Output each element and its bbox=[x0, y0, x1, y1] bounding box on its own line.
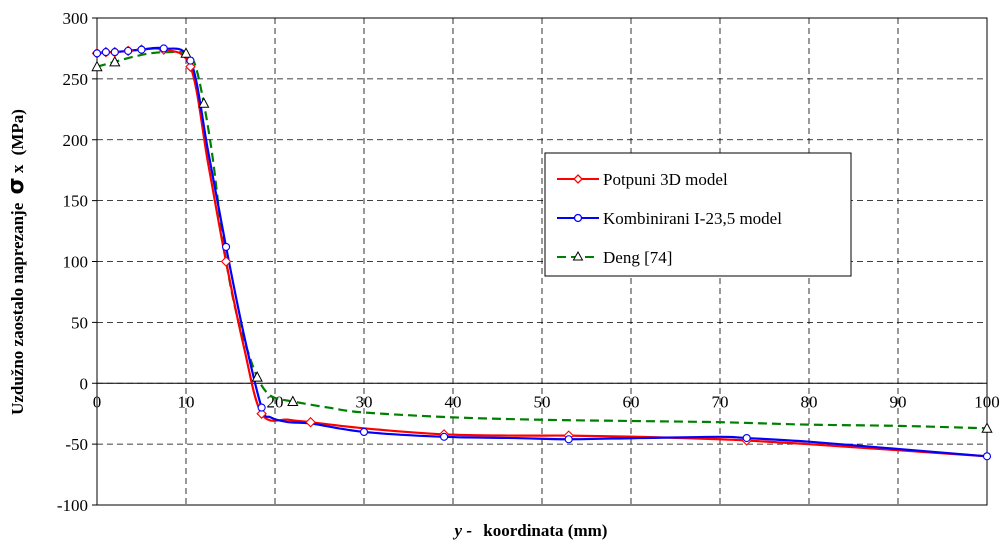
y-axis-title: Uzdužno zaostalo naprezanje σ x (MPa) bbox=[4, 109, 29, 415]
x-tick-label: 30 bbox=[356, 392, 373, 411]
marker-deng bbox=[109, 55, 121, 67]
x-tick-label: 90 bbox=[890, 392, 907, 411]
legend-item-kombinirani: Kombinirani I-23,5 model bbox=[557, 209, 782, 228]
x-tick-label: 10 bbox=[178, 392, 195, 411]
marker-kombinirani bbox=[137, 45, 146, 54]
y-tick-label: 300 bbox=[63, 9, 89, 28]
marker-kombinirani bbox=[124, 46, 133, 55]
x-tick-label: 80 bbox=[801, 392, 818, 411]
legend-item-deng: Deng [74] bbox=[557, 248, 672, 267]
marker-potpuni bbox=[220, 256, 232, 267]
x-tick-label: 60 bbox=[623, 392, 640, 411]
y-tick-label: 200 bbox=[63, 131, 89, 150]
x-tick-label: 40 bbox=[445, 392, 462, 411]
legend-item-potpuni: Potpuni 3D model bbox=[557, 170, 728, 189]
marker-deng bbox=[91, 60, 103, 72]
marker-potpuni bbox=[305, 416, 316, 428]
marker-deng bbox=[180, 47, 192, 58]
x-tick-label: 20 bbox=[267, 392, 284, 411]
marker-kombinirani bbox=[440, 432, 449, 441]
y-tick-label: 50 bbox=[71, 313, 88, 332]
legend: Potpuni 3D model Kombinirani I-23,5 mode… bbox=[544, 152, 852, 277]
x-tick-label: 50 bbox=[534, 392, 551, 411]
marker-kombinirani bbox=[257, 403, 266, 412]
markers bbox=[91, 44, 993, 461]
x-axis-title: y - koordinata (mm) bbox=[453, 521, 608, 540]
legend-label-deng: Deng [74] bbox=[603, 248, 672, 267]
marker-kombinirani bbox=[359, 427, 369, 437]
legend-marker-deng bbox=[572, 250, 584, 261]
y-tick-label: 0 bbox=[80, 374, 89, 393]
marker-kombinirani bbox=[186, 56, 195, 65]
y-axis-title-symbol: σ bbox=[4, 177, 29, 194]
marker-kombinirani bbox=[982, 452, 992, 461]
y-axis-title-unit: (MPa) bbox=[8, 109, 27, 155]
legend-label-kombinirani: Kombinirani I-23,5 model bbox=[603, 209, 782, 228]
x-axis-title-rest: koordinata (mm) bbox=[483, 521, 607, 540]
marker-kombinirani bbox=[159, 44, 168, 53]
marker-kombinirani bbox=[92, 49, 102, 58]
marker-potpuni bbox=[185, 61, 196, 72]
y-tick-label: 100 bbox=[63, 253, 89, 272]
marker-deng bbox=[251, 371, 263, 382]
marker-potpuni bbox=[256, 408, 267, 419]
marker-kombinirani bbox=[222, 242, 231, 251]
marker-kombinirani bbox=[101, 48, 110, 57]
marker-deng bbox=[198, 97, 210, 108]
y-axis-title-sub: x bbox=[8, 164, 27, 173]
x-tick-label: 70 bbox=[712, 392, 729, 411]
marker-kombinirani bbox=[110, 48, 119, 57]
x-axis-title-var: y - bbox=[453, 521, 473, 540]
legend-marker-potpuni bbox=[573, 174, 583, 184]
legend-label-potpuni: Potpuni 3D model bbox=[603, 170, 728, 189]
marker-kombinirani bbox=[564, 435, 573, 444]
marker-kombinirani bbox=[742, 433, 751, 443]
y-tick-label: 250 bbox=[63, 70, 89, 89]
marker-deng bbox=[287, 395, 299, 407]
y-tick-label: -100 bbox=[57, 496, 88, 515]
legend-box bbox=[544, 152, 852, 277]
x-tick-label: 100 bbox=[974, 392, 1000, 411]
marker-deng bbox=[981, 422, 993, 433]
y-tick-label: -50 bbox=[65, 435, 88, 454]
y-axis-title-main: Uzdužno zaostalo naprezanje bbox=[8, 202, 27, 415]
legend-marker-kombinirani bbox=[573, 213, 583, 223]
y-tick-label: 150 bbox=[63, 192, 89, 211]
